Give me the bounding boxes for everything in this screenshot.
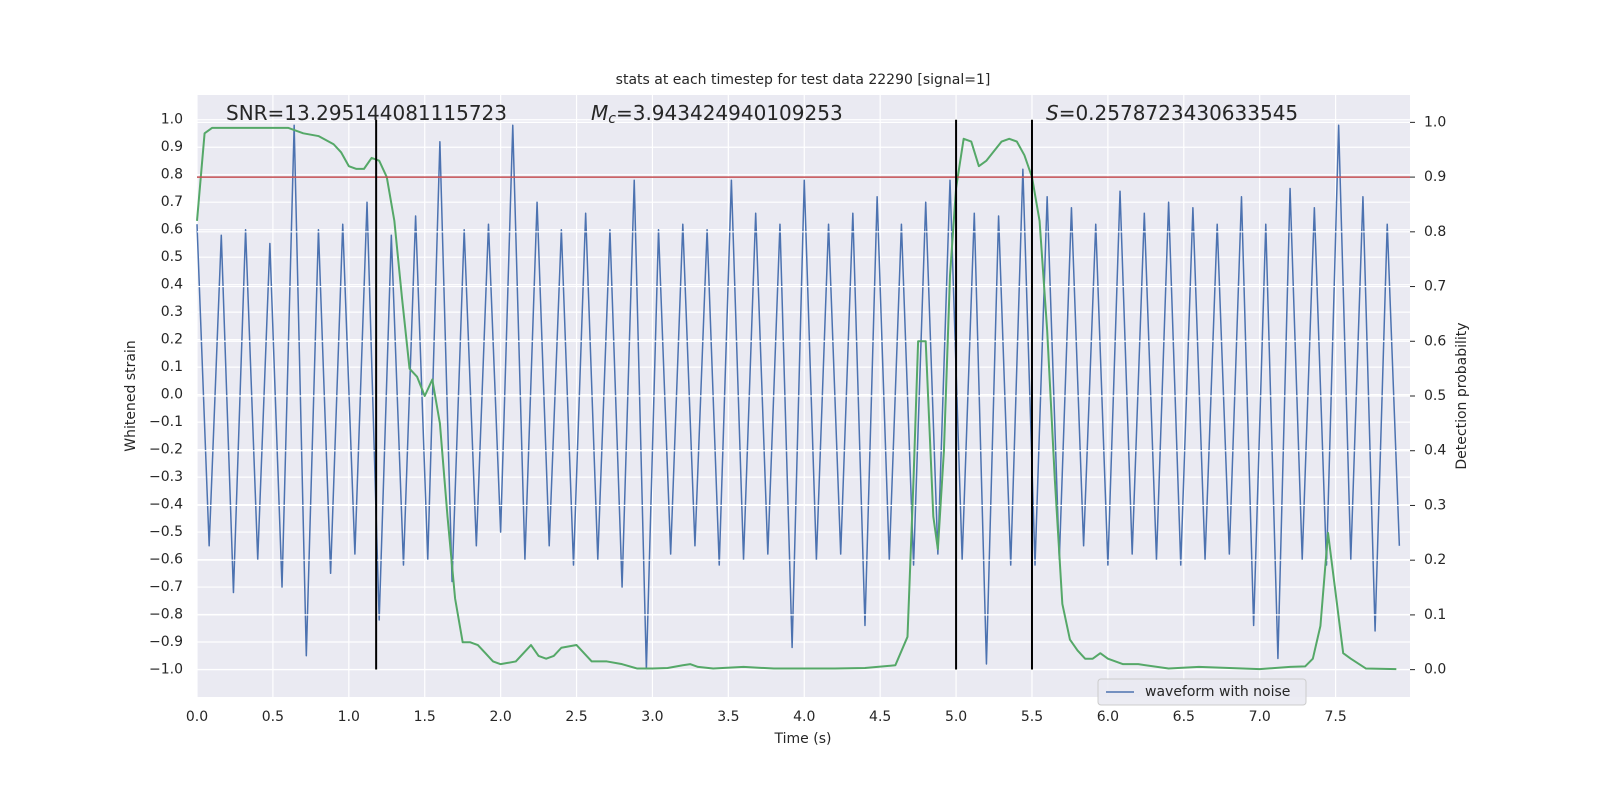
x-tick-label: 4.0 [793,709,815,725]
data-layer [196,124,1401,671]
x-tick-label: 0.5 [262,709,284,725]
x-tick-label: 1.0 [338,709,360,725]
annotation-symbol: M [591,101,608,125]
y-tick-label: 0.4 [161,277,183,293]
y2-tick-label: 0.9 [1424,169,1446,185]
annotation-text: SNR=13.295144081115723 [226,101,507,125]
y-tick-label: 0.5 [161,249,183,265]
y2-tick-label: 0.5 [1424,388,1446,404]
annotation-text: =3.943424940109253 [616,101,843,125]
y-tick-label: 0.2 [161,332,183,348]
x-tick-label: 6.0 [1097,709,1119,725]
y-tick-label: −0.6 [149,552,183,568]
x-tick-label: 2.5 [565,709,587,725]
y-tick-label: 0.6 [161,222,183,238]
y-tick-label: 0.0 [161,387,183,403]
y2-tick-label: 1.0 [1424,114,1446,130]
x-tick-label: 7.5 [1324,709,1346,725]
x-tick-label: 5.0 [945,709,967,725]
legend-label: waveform with noise [1145,684,1290,700]
annotation-subscript: c [608,111,616,127]
y2-tick-label: 0.2 [1424,552,1446,568]
y-tick-label: 0.7 [161,194,183,210]
annotation: S=0.2578723430633545 [1046,101,1298,125]
x-tick-label: 3.0 [641,709,663,725]
x-tick-label: 1.5 [414,709,436,725]
y-tick-label: 1.0 [161,112,183,128]
overlay: SNR=13.295144081115723 Mc=3.9434249401092… [196,101,1410,706]
y2-tick-label: 0.1 [1424,607,1446,623]
y-tick-label: −1.0 [149,662,183,678]
y2-tick-label: 0.4 [1424,443,1446,459]
y-tick-label: −0.8 [149,607,183,623]
x-tick-label: 6.5 [1173,709,1195,725]
x-tick-label: 0.0 [186,709,208,725]
y-tick-label: −0.1 [149,414,183,430]
chart-title: stats at each timestep for test data 222… [616,72,991,88]
x-tick-label: 2.0 [489,709,511,725]
y2-tick-label: 0.7 [1424,279,1446,295]
annotation-text: =0.2578723430633545 [1059,101,1298,125]
series-line [196,124,1401,671]
annotation-symbol: S [1046,101,1059,125]
y2-axis-label: Detection probability [1454,322,1470,469]
y-tick-label: 0.9 [161,139,183,155]
x-axis-label: Time (s) [774,731,832,747]
annotation: SNR=13.295144081115723 [226,101,507,125]
series-line [196,126,1397,671]
y-tick-label: 0.1 [161,359,183,375]
y-axis-label: Whitened strain [123,340,139,451]
x-tick-label: 4.5 [869,709,891,725]
y-tick-label: −0.5 [149,524,183,540]
y-tick-label: −0.2 [149,442,183,458]
y-tick-label: −0.7 [149,579,183,595]
annotation: Mc=3.943424940109253 [591,101,843,128]
y-tick-label: 0.8 [161,167,183,183]
y-tick-label: −0.9 [149,634,183,650]
x-tick-label: 3.5 [717,709,739,725]
y2-tick-label: 0.0 [1424,662,1446,678]
y2-tick-label: 0.8 [1424,224,1446,240]
y2-tick-label: 0.3 [1424,497,1446,513]
y-tick-label: 0.3 [161,304,183,320]
x-tick-label: 7.0 [1249,709,1271,725]
x-tick-label: 5.5 [1021,709,1043,725]
y-tick-label: −0.3 [149,469,183,485]
y2-tick-label: 0.6 [1424,333,1446,349]
y-tick-label: −0.4 [149,497,183,513]
legend-box [1097,678,1307,706]
